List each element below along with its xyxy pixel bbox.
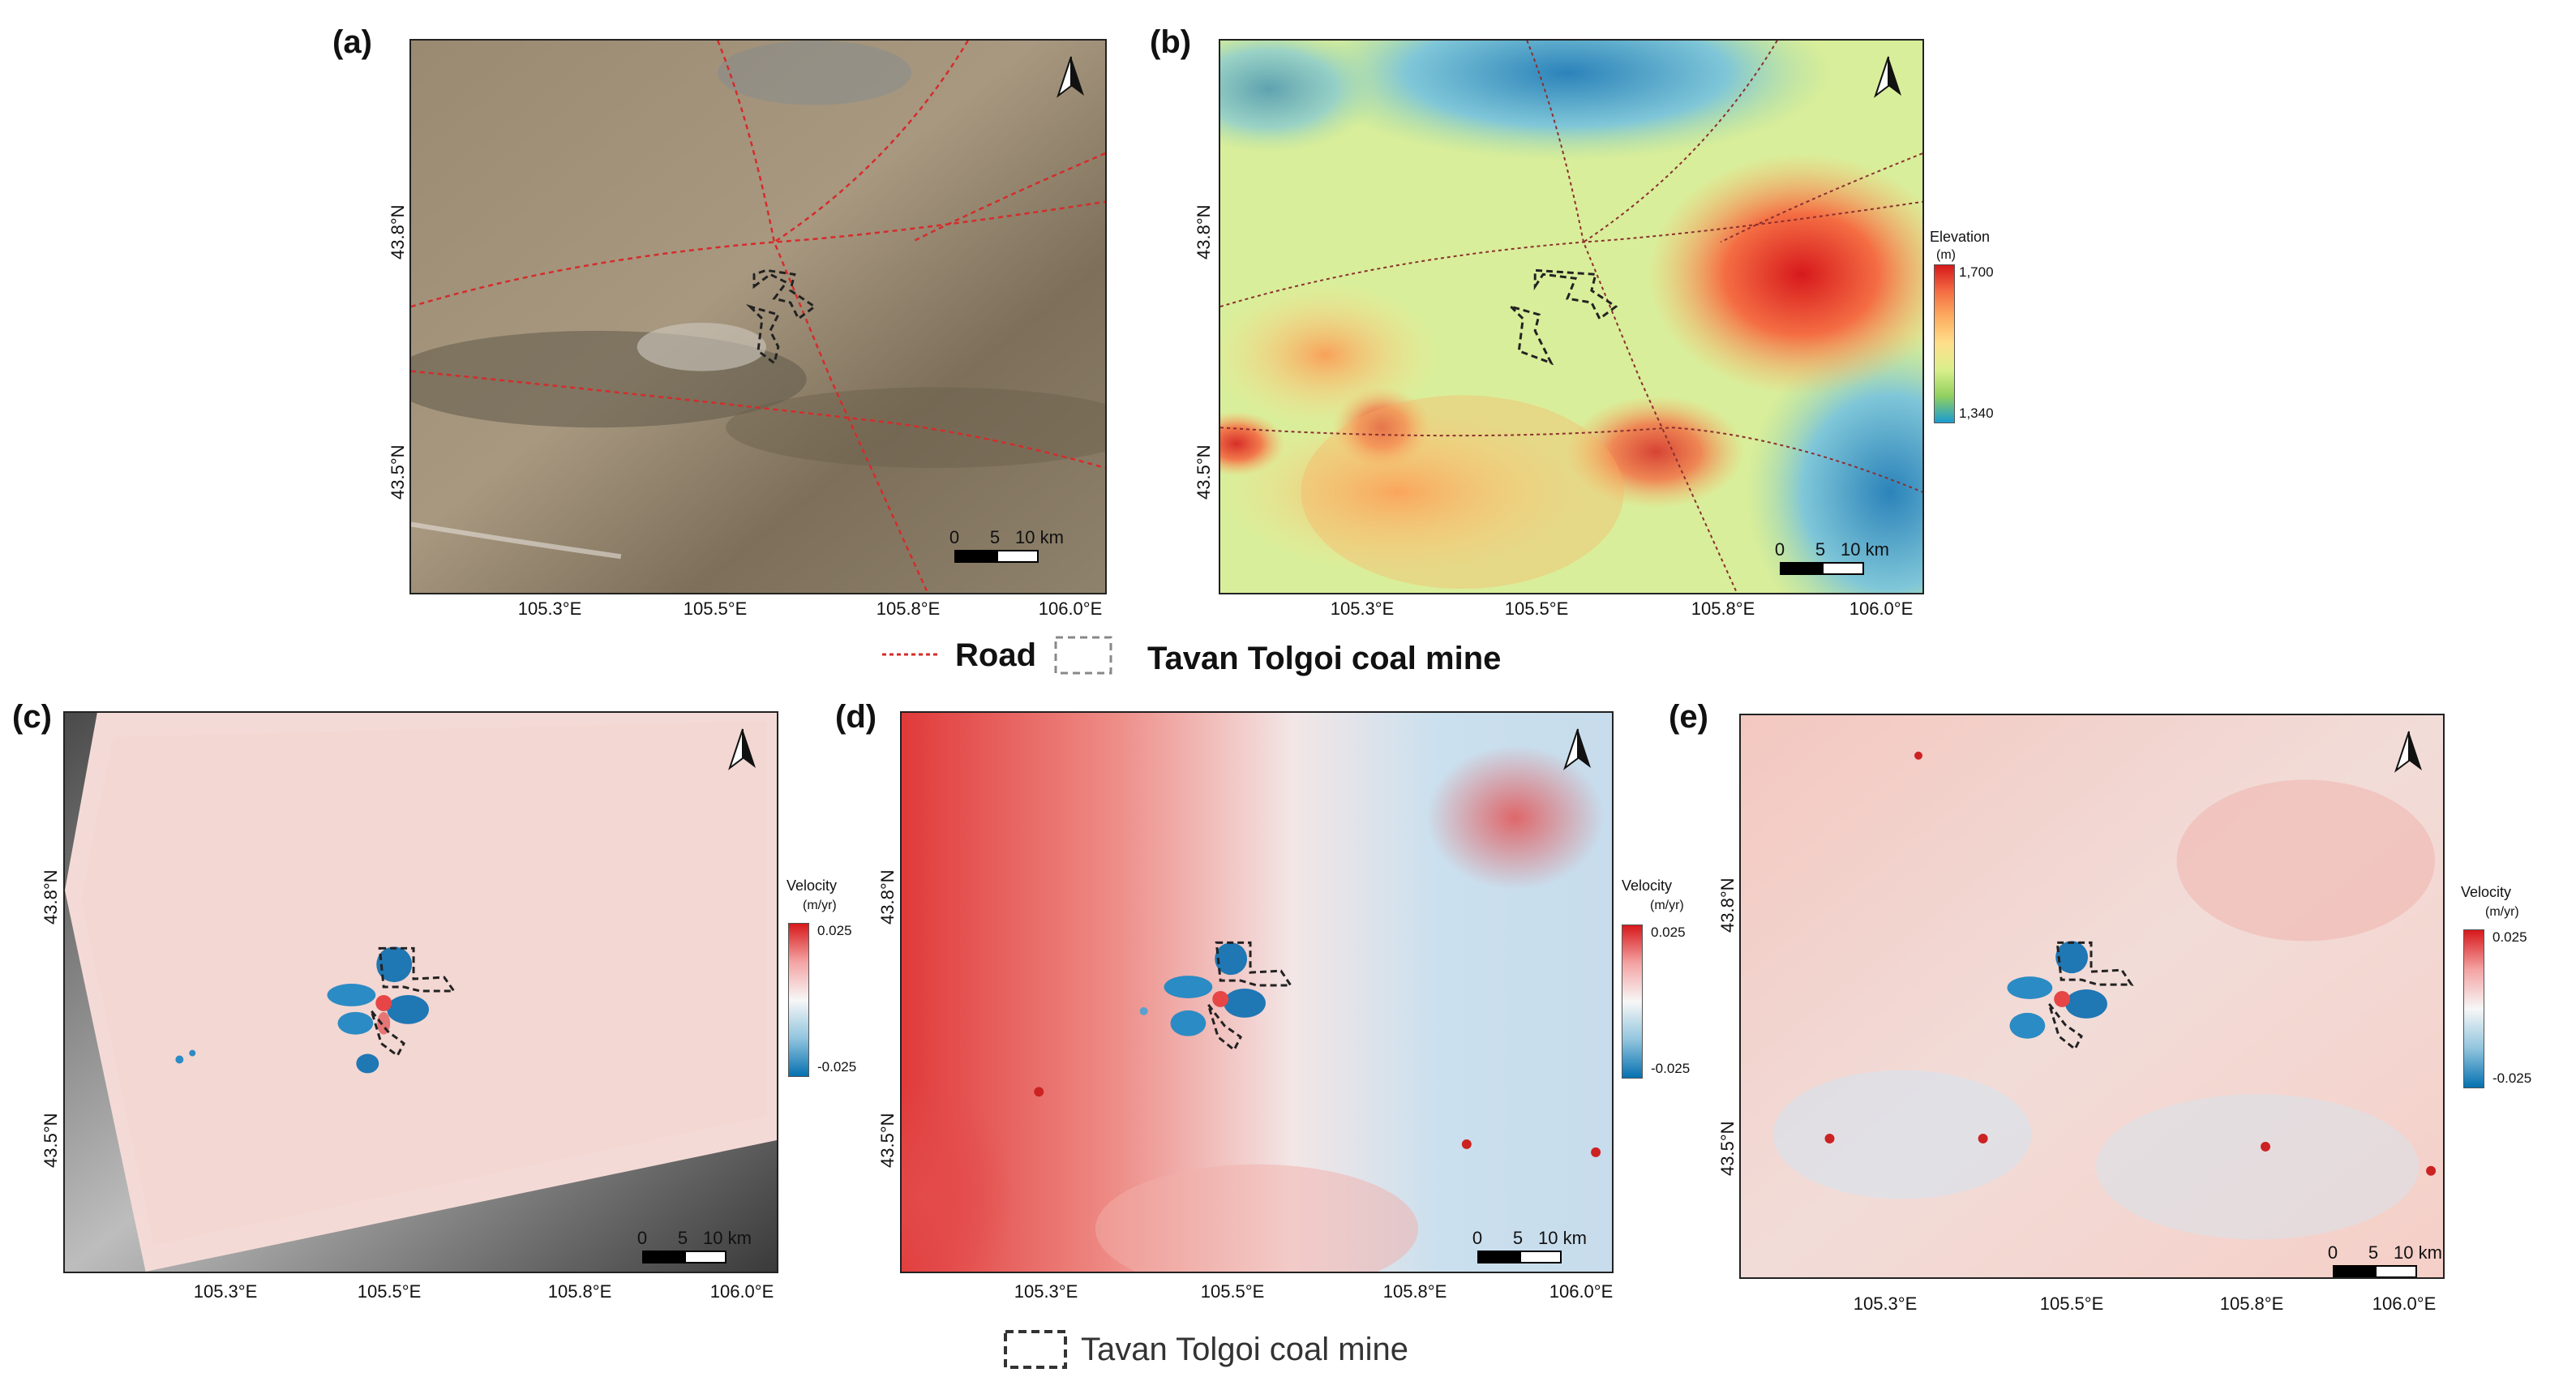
colorbar-max-b: 1,700	[1959, 264, 1994, 280]
satellite-image	[411, 41, 1105, 593]
colorbar-title-e: Velocity	[2461, 884, 2512, 900]
colorbar-max-c: 0.025	[817, 923, 852, 938]
colorbar-unit-e: (m/yr)	[2485, 905, 2519, 919]
colorbar-title-c: Velocity	[787, 877, 838, 894]
north-arrow-icon	[2394, 731, 2422, 773]
scalebar-b: 0 5 10 km	[1775, 539, 1889, 580]
colorbar-title-d: Velocity	[1622, 877, 1673, 894]
mine-outline-a	[745, 268, 817, 366]
panel-label-d: (d)	[835, 699, 877, 735]
x-tick-e-3: 105.8°E	[2219, 1293, 2284, 1314]
x-tick-a-1: 105.3°E	[517, 598, 582, 619]
panel-label-b: (b)	[1150, 24, 1192, 60]
x-tick-e-4: 106.0°E	[2372, 1293, 2437, 1314]
colorbar-title-b: Elevation	[1930, 229, 1991, 245]
colorbar-min-d: -0.025	[1651, 1061, 1691, 1076]
colorbar-velocity-d	[1622, 925, 1643, 1079]
velocity-raster-c	[65, 713, 777, 1272]
y-tick-b-1: 43.8°N	[1194, 204, 1214, 260]
legend-road-label: Road	[955, 637, 1036, 673]
velocity-raster-d	[902, 713, 1612, 1272]
y-tick-c-2: 43.5°N	[41, 1113, 61, 1168]
y-tick-c-1: 43.8°N	[41, 869, 61, 925]
subsidence-patches-e	[1824, 751, 2437, 1176]
x-tick-e-2: 105.5°E	[2039, 1293, 2104, 1314]
x-tick-d-2: 105.5°E	[1200, 1281, 1265, 1302]
scalebar-c: 0 5 10 km	[637, 1228, 752, 1268]
scalebar-e: 0 5 10 km	[2328, 1242, 2442, 1277]
panel-label-a: (a)	[332, 24, 372, 60]
x-tick-b-2: 105.5°E	[1504, 598, 1569, 619]
scalebar-a: 0 5 10 km	[949, 527, 1064, 568]
subsidence-patches-d	[1034, 942, 1601, 1157]
colorbar-max-d: 0.025	[1651, 925, 1686, 940]
legend-mine-label: Tavan Tolgoi coal mine	[1147, 641, 1502, 676]
panel-label-e: (e)	[1669, 699, 1708, 735]
colorbar-velocity-e	[2463, 929, 2484, 1088]
y-tick-a-2: 43.5°N	[388, 444, 408, 500]
north-arrow-icon	[1874, 56, 1901, 98]
panel-label-c: (c)	[12, 699, 52, 735]
y-tick-d-1: 43.8°N	[877, 869, 898, 925]
mine-outline-b	[1507, 268, 1618, 366]
colorbar-elevation	[1934, 264, 1955, 423]
colorbar-min-e: -0.025	[2492, 1070, 2532, 1086]
map-satellite: 0 5 10 km	[409, 39, 1107, 594]
north-arrow-icon	[728, 728, 756, 770]
colorbar-unit-d: (m/yr)	[1650, 899, 1684, 912]
x-tick-c-3: 105.8°E	[547, 1281, 612, 1302]
legend-mine-label-bottom: Tavan Tolgoi coal mine	[1081, 1332, 1408, 1367]
y-tick-e-1: 43.8°N	[1717, 877, 1738, 933]
x-tick-d-4: 106.0°E	[1549, 1281, 1614, 1302]
elevation-raster	[1220, 41, 1922, 593]
map-velocity-c: 0 5 10 km	[63, 711, 778, 1273]
map-elevation: 0 5 10 km	[1219, 39, 1924, 594]
scalebar-d: 0 5 10 km	[1472, 1228, 1587, 1268]
velocity-raster-e	[1741, 715, 2443, 1277]
x-tick-b-4: 106.0°E	[1849, 598, 1914, 619]
mine-legend-box-bottom	[1004, 1330, 1067, 1369]
y-tick-b-2: 43.5°N	[1194, 444, 1214, 500]
road-legend-line	[882, 653, 939, 656]
x-tick-a-3: 105.8°E	[876, 598, 941, 619]
y-tick-d-2: 43.5°N	[877, 1113, 898, 1168]
y-tick-a-1: 43.8°N	[388, 204, 408, 260]
x-tick-a-4: 106.0°E	[1038, 598, 1103, 619]
x-tick-e-1: 105.3°E	[1853, 1293, 1918, 1314]
north-arrow-icon	[1057, 56, 1084, 98]
x-tick-c-2: 105.5°E	[357, 1281, 422, 1302]
north-arrow-icon	[1563, 728, 1591, 770]
mine-legend-box	[1054, 636, 1112, 675]
map-velocity-d: 0 5 10 km	[900, 711, 1614, 1273]
map-velocity-e: 0 5 10 km	[1739, 714, 2445, 1279]
subsidence-patches-c	[175, 946, 429, 1074]
colorbar-velocity-c	[788, 923, 809, 1077]
x-tick-d-1: 105.3°E	[1014, 1281, 1078, 1302]
x-tick-b-3: 105.8°E	[1691, 598, 1755, 619]
x-tick-b-1: 105.3°E	[1330, 598, 1395, 619]
colorbar-min-b: 1,340	[1959, 405, 1994, 421]
x-tick-c-1: 105.3°E	[193, 1281, 258, 1302]
x-tick-c-4: 106.0°E	[709, 1281, 774, 1302]
y-tick-e-2: 43.5°N	[1717, 1121, 1738, 1176]
colorbar-unit-b: (m)	[1936, 248, 1956, 262]
colorbar-unit-c: (m/yr)	[803, 899, 837, 912]
colorbar-min-c: -0.025	[817, 1059, 857, 1075]
x-tick-a-2: 105.5°E	[683, 598, 748, 619]
x-tick-d-3: 105.8°E	[1382, 1281, 1447, 1302]
colorbar-max-e: 0.025	[2492, 929, 2527, 945]
